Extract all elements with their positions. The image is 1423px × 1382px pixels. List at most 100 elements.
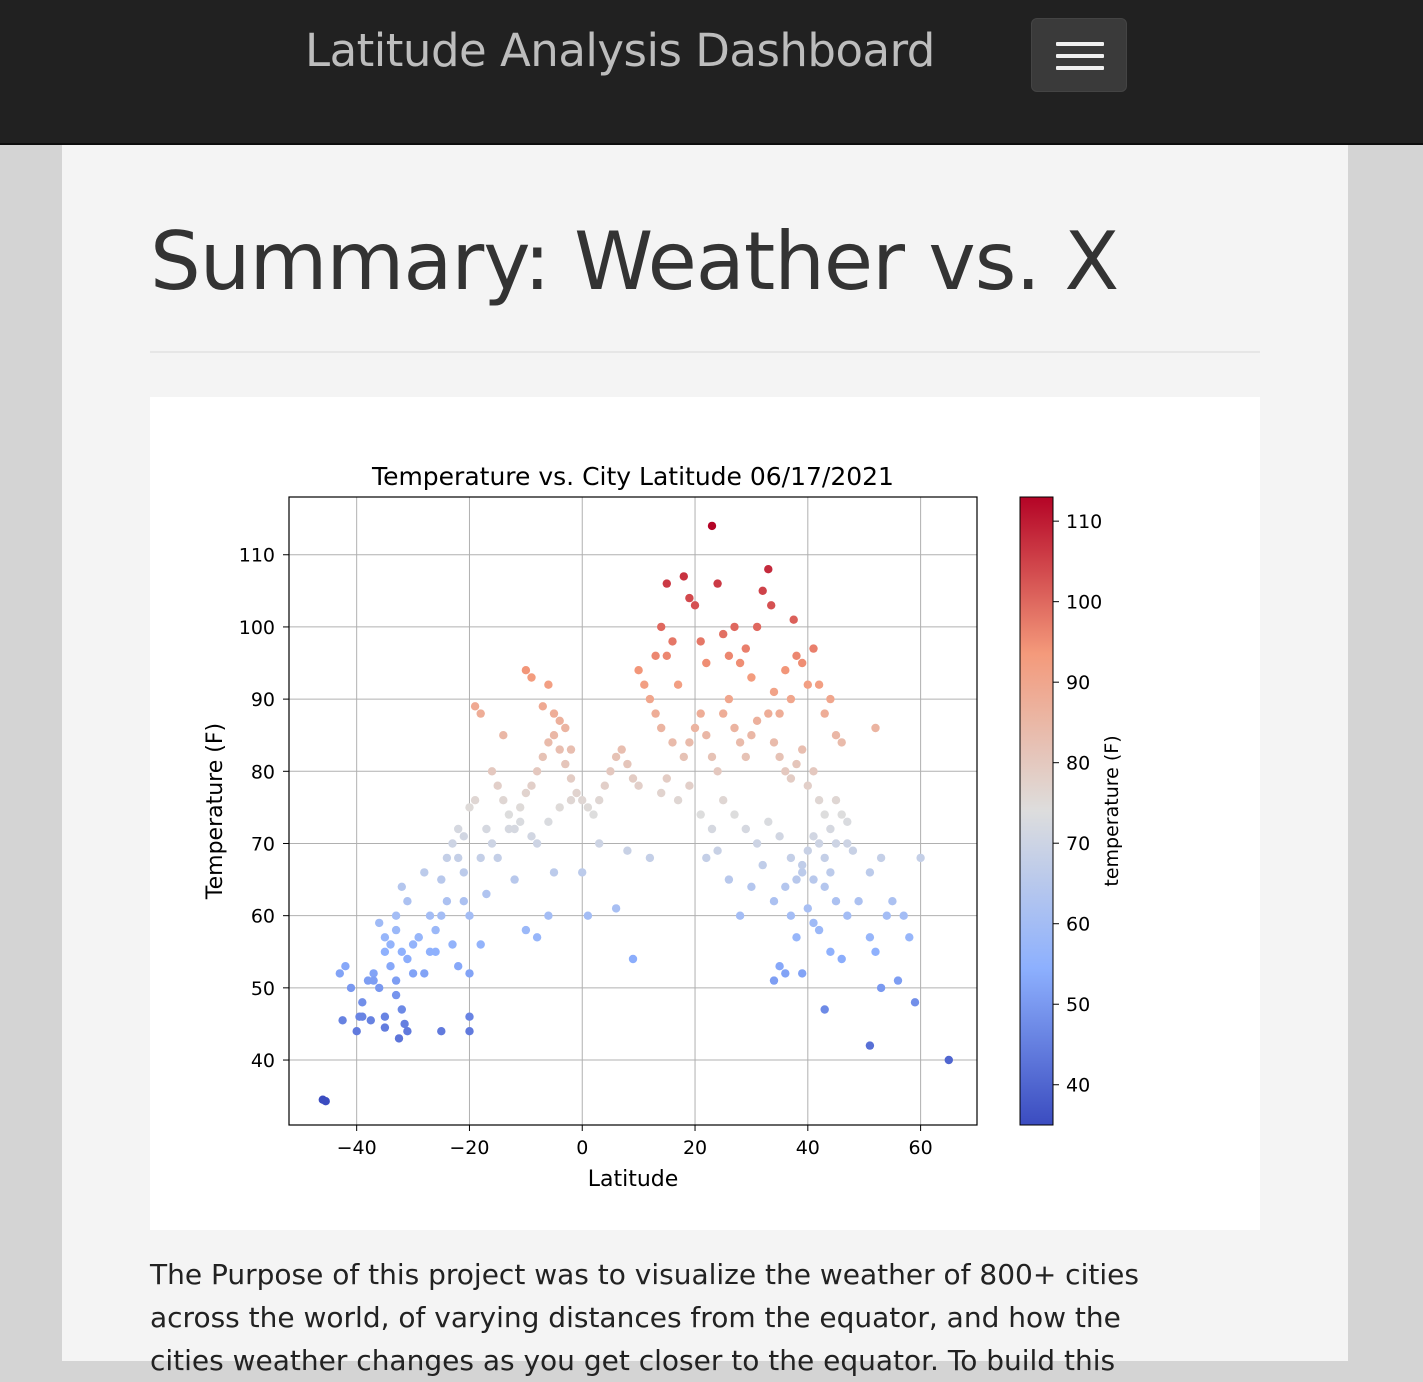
summary-paragraph: The Purpose of this project was to visua… <box>150 1253 1260 1382</box>
data-point <box>651 709 660 718</box>
navbar-toggle-button[interactable] <box>1031 18 1127 92</box>
data-point <box>809 644 818 653</box>
data-point <box>617 745 626 754</box>
data-point <box>544 738 553 747</box>
data-point <box>831 839 841 848</box>
data-point <box>549 709 559 718</box>
data-point <box>369 969 378 978</box>
data-point <box>798 868 807 877</box>
data-point <box>820 882 829 891</box>
data-point <box>454 824 463 834</box>
data-point <box>549 868 559 877</box>
data-point <box>696 810 705 819</box>
data-point <box>437 875 446 884</box>
data-point <box>380 1023 390 1032</box>
y-tick-label: 60 <box>251 906 275 928</box>
navbar-brand[interactable]: Latitude Analysis Dashboard <box>305 24 935 77</box>
data-point <box>459 897 468 906</box>
data-point <box>809 875 818 884</box>
data-point <box>397 882 406 891</box>
data-point <box>544 680 553 689</box>
data-point <box>876 983 886 993</box>
data-point <box>792 933 801 942</box>
data-point <box>555 745 564 754</box>
data-point <box>741 824 750 834</box>
data-point <box>668 738 677 747</box>
data-point <box>628 954 638 964</box>
y-axis-label: Temperature (F) <box>203 723 228 900</box>
data-point <box>352 1027 361 1036</box>
data-point <box>820 1005 829 1014</box>
data-point <box>465 1027 474 1036</box>
data-point <box>611 752 621 762</box>
data-point <box>826 947 835 956</box>
data-point <box>882 911 891 920</box>
data-point <box>673 796 683 805</box>
data-point <box>916 853 925 863</box>
data-point <box>803 781 812 790</box>
data-point <box>826 694 835 704</box>
data-point <box>719 629 728 639</box>
data-point <box>741 644 750 653</box>
data-point <box>803 680 812 689</box>
data-point <box>448 940 457 949</box>
colorbar-tick-label: 80 <box>1066 753 1090 775</box>
data-point <box>358 1012 367 1021</box>
data-point <box>910 998 920 1007</box>
data-point <box>595 796 604 805</box>
data-point <box>713 579 722 588</box>
data-point <box>335 969 344 978</box>
y-tick-label: 40 <box>251 1050 275 1072</box>
data-point <box>566 774 576 783</box>
data-point <box>735 658 745 668</box>
data-point <box>719 709 728 718</box>
data-point <box>707 752 717 762</box>
data-point <box>476 709 485 718</box>
y-tick-label: 100 <box>239 617 275 639</box>
data-point <box>437 1027 446 1036</box>
data-point <box>532 933 542 942</box>
data-point <box>341 962 350 971</box>
data-point <box>865 1041 875 1050</box>
data-point <box>662 774 671 783</box>
data-point <box>730 622 739 632</box>
data-point <box>837 954 846 964</box>
data-point <box>798 969 807 978</box>
data-point <box>538 702 547 711</box>
data-point <box>843 839 852 848</box>
data-point <box>820 810 829 819</box>
data-point <box>798 658 807 668</box>
data-point <box>459 832 468 841</box>
data-point <box>482 889 491 899</box>
chart-figure: −40 −20 0 20 40 60 40 50 60 70 80 90 100 110 Temperatu… <box>150 397 1260 1230</box>
x-tick-label: 40 <box>796 1137 820 1159</box>
data-point <box>752 622 762 632</box>
data-point <box>662 651 671 660</box>
data-point <box>747 731 756 740</box>
data-point <box>775 962 784 971</box>
data-point <box>831 897 841 906</box>
data-point <box>707 824 717 834</box>
data-point <box>786 853 796 863</box>
data-point <box>735 911 745 920</box>
data-point <box>814 839 824 848</box>
data-point <box>482 824 491 834</box>
data-point <box>420 969 429 978</box>
data-point <box>476 940 485 949</box>
x-tick-label: 20 <box>683 1137 707 1159</box>
data-point <box>775 752 784 762</box>
data-point <box>764 709 773 718</box>
data-point <box>657 622 666 632</box>
data-point <box>431 947 440 956</box>
data-point <box>792 875 801 884</box>
data-point <box>735 738 745 747</box>
data-point <box>831 731 841 740</box>
data-point <box>702 853 711 863</box>
data-point <box>465 969 474 978</box>
data-point <box>358 998 367 1007</box>
colorbar-tick-label: 70 <box>1066 833 1090 855</box>
data-point <box>724 875 734 884</box>
data-point <box>499 796 508 805</box>
data-point <box>702 658 711 668</box>
data-point <box>730 810 739 819</box>
